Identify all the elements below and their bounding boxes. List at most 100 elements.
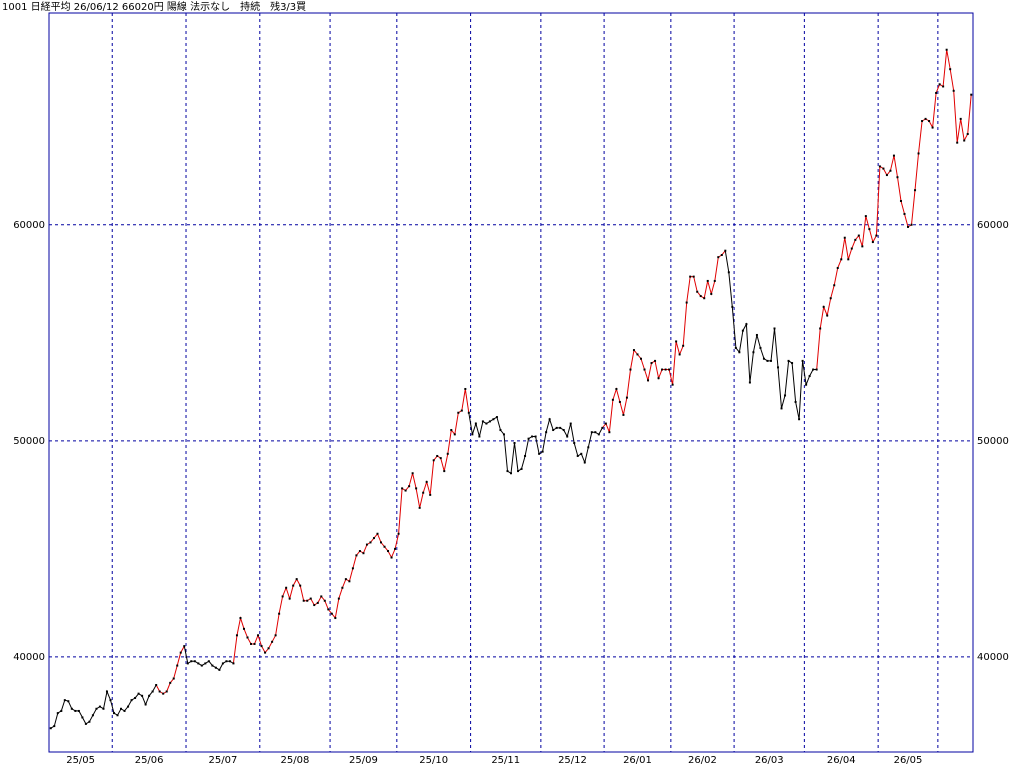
price-dot [316, 601, 319, 604]
price-dot [214, 666, 217, 669]
price-dot [622, 413, 625, 416]
price-dot [787, 359, 790, 362]
price-dot [935, 91, 938, 94]
x-tick-label: 26/01 [623, 755, 652, 766]
price-dot [692, 275, 695, 278]
price-dot [569, 422, 572, 425]
price-dot [741, 329, 744, 332]
price-dot [710, 292, 713, 295]
price-dot [608, 431, 611, 434]
x-tick-label: 25/05 [66, 755, 95, 766]
price-dot [95, 707, 98, 710]
price-dot [436, 454, 439, 457]
price-dot [850, 247, 853, 250]
price-dot [387, 550, 390, 553]
price-dot [397, 532, 400, 535]
price-dot [327, 608, 330, 611]
price-dot [576, 454, 579, 457]
chart-title: 1001 日経平均 26/06/12 66020円 陽線 法示なし 持続 残3/… [2, 0, 306, 13]
price-dot [464, 387, 467, 390]
price-dot [344, 578, 347, 581]
price-dot [102, 707, 105, 710]
price-dot [524, 454, 527, 457]
price-dot [323, 599, 326, 602]
price-dot [418, 506, 421, 509]
price-dot [780, 407, 783, 410]
price-dot [432, 459, 435, 462]
price-dot [601, 426, 604, 429]
price-dot [460, 409, 463, 412]
x-tick-label: 25/09 [349, 755, 378, 766]
price-dot [358, 550, 361, 553]
price-dot [383, 545, 386, 548]
price-dot [306, 599, 309, 602]
price-dot [112, 712, 115, 715]
price-dot [917, 152, 920, 155]
price-dot [808, 375, 811, 378]
price-dot [755, 333, 758, 336]
price-dot [668, 368, 671, 371]
price-dot [499, 429, 502, 432]
price-dot [264, 651, 267, 654]
price-dot [531, 435, 534, 438]
price-dot [84, 722, 87, 725]
x-tick-label: 25/07 [208, 755, 237, 766]
price-dot [762, 357, 765, 360]
price-dot [815, 368, 818, 371]
price-dot [713, 279, 716, 282]
price-dot [566, 435, 569, 438]
price-dot [510, 472, 512, 475]
price-dot [552, 429, 555, 432]
price-dot [70, 707, 73, 710]
price-dot [471, 433, 474, 436]
price-dot [271, 640, 274, 643]
price-dot [228, 660, 231, 663]
price-dot [330, 612, 333, 615]
price-dot [506, 470, 509, 473]
price-dot [928, 120, 931, 123]
price-dot [429, 493, 432, 496]
price-dot [218, 668, 221, 671]
price-dot [689, 275, 692, 278]
price-line [468, 412, 603, 475]
price-dot [225, 660, 228, 663]
price-dot [650, 362, 653, 365]
price-dot [67, 700, 70, 703]
price-dot [527, 437, 530, 440]
price-dot [253, 642, 256, 645]
price-dot [696, 290, 699, 293]
price-dot [408, 485, 411, 488]
price-dot [337, 597, 340, 600]
price-dot [559, 426, 562, 429]
price-dot [875, 234, 878, 237]
price-dot [791, 362, 794, 365]
price-dot [826, 314, 829, 317]
y-tick-label: 50000 [13, 436, 45, 447]
price-dot [805, 383, 808, 386]
price-dot [267, 647, 270, 650]
price-dot [190, 660, 193, 663]
price-dot [956, 141, 959, 144]
price-dot [390, 556, 393, 559]
price-dot [63, 699, 66, 702]
price-dot [843, 236, 846, 239]
price-dot [896, 176, 899, 179]
price-dot [562, 429, 565, 432]
price-dot [899, 199, 902, 202]
price-dot [573, 442, 576, 445]
price-dot [597, 433, 600, 436]
price-dot [878, 165, 881, 168]
x-tick-label: 26/03 [755, 755, 784, 766]
price-dot [478, 435, 481, 438]
price-dot [657, 377, 660, 380]
price-dot [699, 295, 702, 298]
price-dot [636, 353, 639, 356]
price-dot [137, 692, 140, 695]
price-dot [127, 705, 130, 708]
price-dot [882, 167, 885, 170]
x-tick-label: 25/11 [491, 755, 520, 766]
price-dot [309, 597, 312, 600]
price-dot [281, 595, 284, 598]
